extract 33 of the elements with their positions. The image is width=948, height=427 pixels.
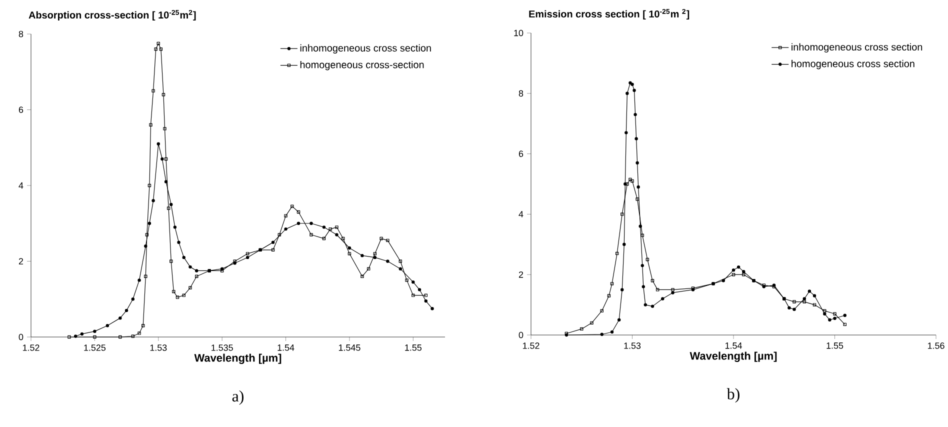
x-tick-label: 1.52 <box>522 342 540 349</box>
y-tick-label: 8 <box>518 90 524 97</box>
text: a) <box>232 390 244 405</box>
x-tick-label: 1.55 <box>826 342 844 349</box>
chart-title: Emission cross section [ 10$^{-25}$m $^{2}$] <box>529 8 690 20</box>
y-tick-label: 4 <box>18 182 24 189</box>
x-axis-title: Wavelength [µm] <box>690 352 777 362</box>
legend-label: homogeneous cross-section <box>300 60 424 70</box>
legend-label: inhomogeneous cross section <box>300 44 431 54</box>
x-tick-label: 1.52 <box>22 344 40 351</box>
x-tick-label: 1.535 <box>212 344 233 351</box>
text: b) <box>726 388 740 403</box>
x-tick-label: 1.53 <box>150 344 167 351</box>
x-tick-label: 1.54 <box>278 344 294 351</box>
y-tick-label: 4 <box>518 211 524 218</box>
legend-label: homogeneous cross section <box>792 60 914 70</box>
x-tick-label: 1.55 <box>405 344 422 351</box>
x-tick-label: 1.54 <box>725 342 742 349</box>
x-tick-label: 1.525 <box>84 344 106 351</box>
x-tick-label: 1.56 <box>928 342 944 349</box>
y-tick-label: 6 <box>18 106 24 113</box>
x-tick-label: 1.53 <box>624 342 641 349</box>
y-tick-label: 8 <box>18 30 24 38</box>
chart-title: Absorption cross-section [ 10$^{-25}$m$^{2}$] <box>28 10 196 21</box>
x-axis-title: Wavelength [µm] <box>194 354 282 364</box>
y-tick-label: 0 <box>518 332 524 338</box>
legend-label: inhomogeneous cross section <box>792 43 922 53</box>
y-tick-label: 10 <box>514 30 524 36</box>
y-tick-label: 2 <box>18 258 24 264</box>
y-tick-label: 0 <box>18 334 24 340</box>
y-tick-label: 6 <box>518 150 524 157</box>
x-tick-label: 1.545 <box>338 344 360 351</box>
y-tick-label: 2 <box>518 271 524 278</box>
